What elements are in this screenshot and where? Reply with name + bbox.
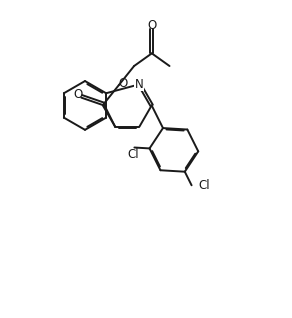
Text: O: O	[74, 88, 83, 101]
Text: O: O	[118, 77, 127, 90]
Text: O: O	[147, 19, 157, 32]
Text: Cl: Cl	[127, 148, 139, 161]
Text: N: N	[135, 78, 144, 91]
Text: Cl: Cl	[198, 179, 210, 192]
